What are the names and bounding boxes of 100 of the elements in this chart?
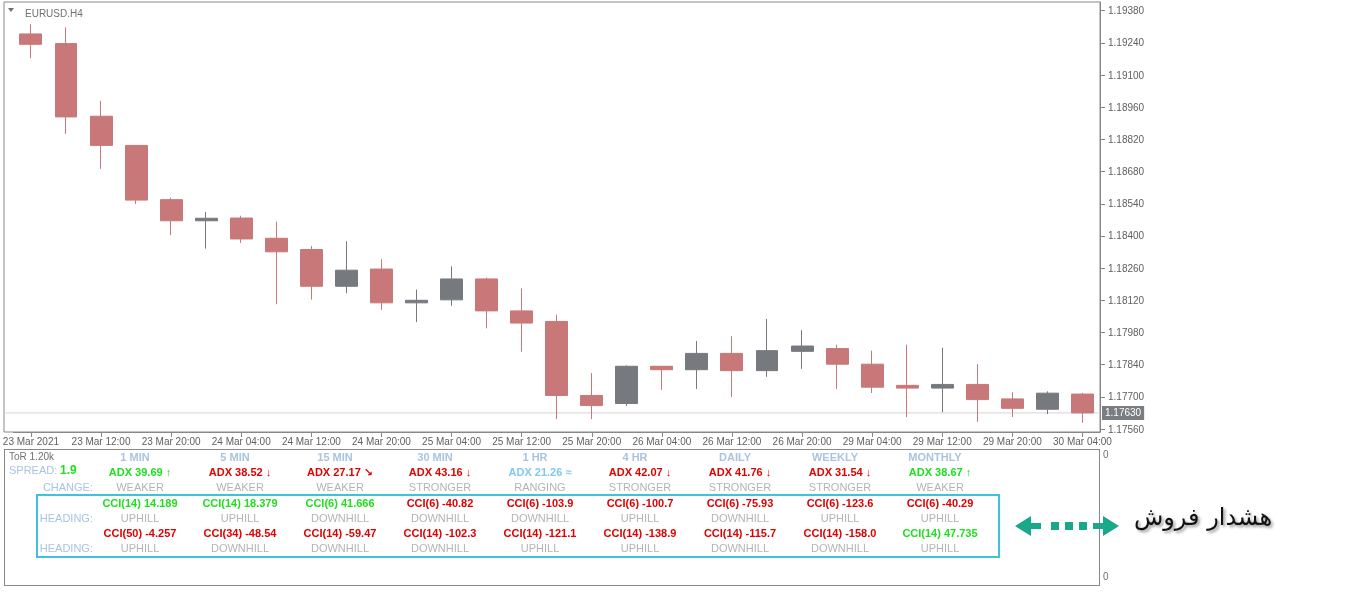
candlestick (335, 240, 358, 294)
text: DOWNHILL (810, 542, 870, 554)
candlestick (1036, 390, 1059, 415)
text: WEAKER (916, 481, 964, 493)
text: EURUSD.H4 (25, 7, 84, 19)
category-label: WEEKLY (810, 450, 859, 464)
text: CCI(6) -123.6 (806, 497, 874, 509)
candlestick (440, 265, 463, 307)
category-label: 15 MIN (316, 450, 354, 464)
y-tick-label: 1.18960 (1108, 101, 1145, 113)
text: UPHILL (920, 542, 960, 554)
y-tick-label: 1.18680 (1108, 166, 1145, 178)
x-tick-label: 23 Mar 12:00 (71, 435, 131, 447)
text: UPHILL (220, 512, 260, 524)
text: CCI(6) -40.82 (406, 497, 474, 509)
candlestick (756, 318, 778, 378)
y-tick-label: 1.17980 (1108, 326, 1145, 338)
text: UPHILL (620, 542, 660, 554)
x-tick-label: 25 Mar 12:00 (492, 435, 552, 447)
text: ADX 43.16 ↓ (408, 466, 472, 478)
candlestick (826, 344, 849, 390)
candlestick (896, 344, 919, 418)
text: DOWNHILL (410, 542, 470, 554)
text: CCI(14) -121.1 (503, 527, 577, 539)
text: WEAKER (316, 481, 364, 493)
text: RANGING (514, 481, 566, 493)
candlestick (1001, 391, 1024, 418)
x-tick-label: 25 Mar 04:00 (422, 435, 482, 447)
x-tick-label: 25 Mar 20:00 (562, 435, 622, 447)
candlestick (650, 365, 673, 391)
ref-line-label: 1.17630 (1105, 407, 1142, 419)
text: UPHILL (520, 542, 560, 554)
text: ADX 39.69 ↑ (108, 466, 172, 478)
candlestick (931, 347, 954, 413)
candlestick (370, 258, 393, 311)
text: WEAKER (116, 481, 164, 493)
x-tick-label: 29 Mar 04:00 (842, 435, 903, 447)
y-tick-label: 1.17560 (1108, 423, 1145, 435)
category-label: CHANGE: (42, 481, 93, 493)
text: WEAKER (216, 481, 264, 493)
text: 0 (1103, 571, 1109, 582)
y-tick-label: 1.18540 (1108, 198, 1145, 210)
candlestick (615, 364, 638, 407)
text: CCI(14) 18.379 (202, 497, 278, 509)
x-tick-label: 29 Mar 20:00 (982, 435, 1043, 447)
candlestick (510, 287, 533, 353)
text: UPHILL (920, 512, 960, 524)
text: CCI(14) -102.3 (403, 527, 477, 539)
candlestick (405, 289, 428, 323)
x-tick-label: 24 Mar 20:00 (351, 435, 412, 447)
text: STRONGER (608, 481, 672, 493)
text: DOWNHILL (510, 512, 570, 524)
text: ADX 38.67 ↑ (908, 466, 972, 478)
text: DOWNHILL (310, 542, 370, 554)
text: CCI(6) -100.7 (606, 497, 674, 509)
text: ToR 1.20k (9, 451, 55, 462)
text: DOWNHILL (310, 512, 370, 524)
text: CCI(6) 41.666 (305, 497, 375, 509)
candlestick (55, 27, 77, 135)
text: CCI(14) -158.0 (803, 527, 877, 539)
text: UPHILL (820, 512, 860, 524)
text: DOWNHILL (710, 512, 770, 524)
candlestick (90, 100, 113, 170)
category-label: 1 MIN (119, 450, 151, 464)
y-tick-label: 1.18400 (1108, 230, 1145, 242)
candlestick (685, 340, 708, 390)
text: UPHILL (120, 542, 160, 554)
text: CCI(14) 14.189 (102, 497, 178, 509)
text: DOWNHILL (710, 542, 770, 554)
x-tick-label: 29 Mar 12:00 (912, 435, 973, 447)
candlestick (1071, 392, 1094, 424)
category-label: 30 MIN (416, 450, 454, 464)
candlestick (791, 329, 814, 370)
text: DOWNHILL (410, 512, 470, 524)
text: CCI(6) -75.93 (706, 497, 774, 509)
x-tick-label: 26 Mar 04:00 (632, 435, 692, 447)
text: UPHILL (120, 512, 160, 524)
category-label: SPREAD: (9, 464, 58, 476)
y-tick-label: 1.19380 (1108, 5, 1145, 17)
candlestick (19, 23, 42, 59)
text: ADX 42.07 ↓ (608, 466, 672, 478)
category-label: HEADING: (39, 542, 93, 554)
text: STRONGER (708, 481, 772, 493)
category-label: MONTHLY (907, 450, 963, 464)
text: DOWNHILL (210, 542, 270, 554)
text: CCI(14) -115.7 (703, 527, 777, 539)
text: STRONGER (808, 481, 872, 493)
y-tick-label: 1.18260 (1108, 262, 1145, 274)
x-tick-label: 30 Mar 04:00 (1053, 435, 1113, 447)
x-tick-label: 24 Mar 04:00 (211, 435, 272, 447)
category-label: DAILY (718, 450, 752, 464)
candlestick (160, 197, 183, 236)
category-label: 5 MIN (219, 450, 251, 464)
x-tick-label: 26 Mar 20:00 (772, 435, 832, 447)
x-tick-label: 23 Mar 20:00 (141, 435, 202, 447)
text: هشدار فروش (1132, 503, 1274, 531)
text: CCI(34) -48.54 (203, 527, 277, 539)
text: UPHILL (620, 512, 660, 524)
text: CCI(6) -40.29 (906, 497, 974, 509)
text: ADX 38.52 ↓ (208, 466, 272, 478)
